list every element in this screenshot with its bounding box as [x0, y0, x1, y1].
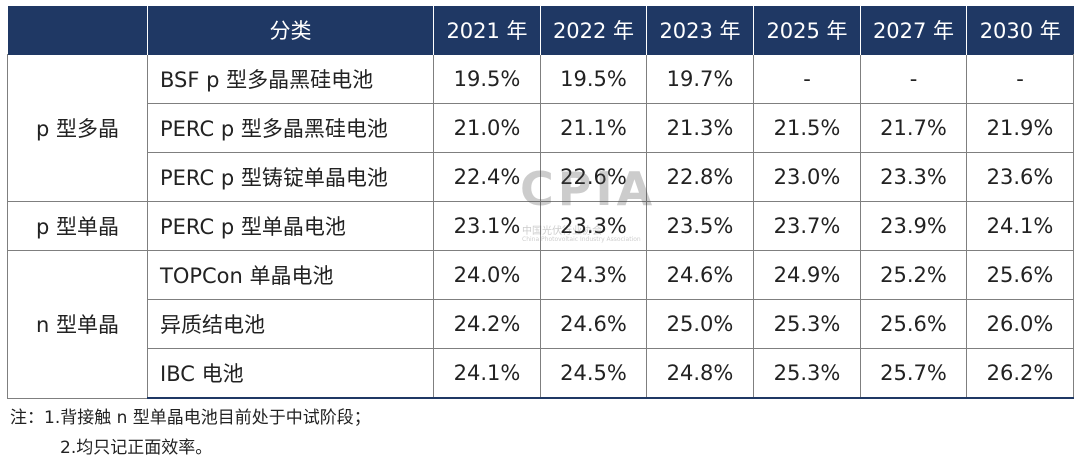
table-cell: 25.3%	[753, 299, 861, 349]
table-cell: 21.3%	[646, 103, 754, 153]
table-cell: 24.6%	[540, 299, 647, 349]
header-year: 2021 年	[433, 6, 541, 55]
table-cell: 19.5%	[540, 54, 647, 104]
table-cell: 25.3%	[753, 348, 861, 399]
table-header-row: 分类 2021 年 2022 年 2023 年 2025 年 2027 年 20…	[7, 6, 1074, 55]
table-cell: 19.7%	[646, 54, 754, 104]
table-cell: 22.6%	[540, 152, 647, 202]
table-cell: 24.3%	[540, 250, 647, 300]
table-cell: 21.9%	[966, 103, 1074, 153]
table-cell: -	[753, 54, 861, 104]
table-cell: 23.1%	[433, 201, 541, 251]
header-year: 2025 年	[753, 6, 861, 55]
table-row: PERC p 型多晶黑硅电池 21.0% 21.1% 21.3% 21.5% 2…	[8, 103, 1074, 153]
table-cell: 24.1%	[966, 201, 1074, 251]
cell-type-name: PERC p 型单晶电池	[147, 201, 434, 251]
table-cell: 23.5%	[646, 201, 754, 251]
table-cell: -	[966, 54, 1074, 104]
table-cell: 23.9%	[860, 201, 967, 251]
table-cell: 25.6%	[860, 299, 967, 349]
table-cell: 21.7%	[860, 103, 967, 153]
table-cell: 19.5%	[433, 54, 541, 104]
cell-type-name: PERC p 型铸锭单晶电池	[147, 152, 434, 202]
cell-type-name: PERC p 型多晶黑硅电池	[147, 103, 434, 153]
header-blank-cell	[7, 6, 148, 55]
note-line: 2.均只记正面效率。	[60, 438, 213, 458]
table-cell: 25.0%	[646, 299, 754, 349]
table-cell: 26.2%	[966, 348, 1074, 399]
table-cell: 25.7%	[860, 348, 967, 399]
table-cell: 24.0%	[433, 250, 541, 300]
header-year: 2022 年	[540, 6, 647, 55]
table-cell: 24.8%	[646, 348, 754, 399]
cell-type-name: IBC 电池	[147, 348, 434, 399]
header-year: 2027 年	[860, 6, 967, 55]
header-year: 2030 年	[966, 6, 1074, 55]
table-cell: 24.2%	[433, 299, 541, 349]
table-row: 异质结电池 24.2% 24.6% 25.0% 25.3% 25.6% 26.0…	[8, 299, 1074, 349]
table-cell: 24.6%	[646, 250, 754, 300]
group-label: p 型多晶	[7, 54, 148, 202]
table-notes: 注：1.背接触 n 型单晶电池目前处于中试阶段； 2.均只记正面效率。	[10, 403, 371, 463]
table-row: p 型多晶 BSF p 型多晶黑硅电池 19.5% 19.5% 19.7% - …	[7, 54, 1074, 202]
table-cell: 22.4%	[433, 152, 541, 202]
table-row: p 型单晶 PERC p 型单晶电池 23.1% 23.3% 23.5% 23.…	[7, 201, 1074, 251]
group-label: p 型单晶	[7, 201, 148, 251]
table-cell: -	[860, 54, 967, 104]
header-category: 分类	[147, 6, 434, 55]
note-line: 注：1.背接触 n 型单晶电池目前处于中试阶段；	[10, 408, 371, 428]
table-cell: 23.3%	[860, 152, 967, 202]
table-row: IBC 电池 24.1% 24.5% 24.8% 25.3% 25.7% 26.…	[8, 348, 1074, 399]
cell-type-name: TOPCon 单晶电池	[147, 250, 434, 300]
efficiency-table: 分类 2021 年 2022 年 2023 年 2025 年 2027 年 20…	[7, 6, 1074, 399]
table-cell: 23.6%	[966, 152, 1074, 202]
cell-type-name: 异质结电池	[147, 299, 434, 349]
group-label: n 型单晶	[7, 250, 148, 399]
table-cell: 21.5%	[753, 103, 861, 153]
table-cell: 23.7%	[753, 201, 861, 251]
table-cell: 26.0%	[966, 299, 1074, 349]
table-cell: 25.6%	[966, 250, 1074, 300]
table-cell: 25.2%	[860, 250, 967, 300]
table-cell: 21.0%	[433, 103, 541, 153]
table-row: PERC p 型铸锭单晶电池 22.4% 22.6% 22.8% 23.0% 2…	[8, 152, 1074, 202]
table-cell: 21.1%	[540, 103, 647, 153]
table-cell: 22.8%	[646, 152, 754, 202]
table-cell: 24.1%	[433, 348, 541, 399]
cell-type-name: BSF p 型多晶黑硅电池	[147, 54, 434, 104]
table-cell: 24.5%	[540, 348, 647, 399]
table-cell: 23.3%	[540, 201, 647, 251]
table-cell: 23.0%	[753, 152, 861, 202]
table-cell: 24.9%	[753, 250, 861, 300]
table-row: n 型单晶 TOPCon 单晶电池 24.0% 24.3% 24.6% 24.9…	[7, 250, 1074, 399]
header-year: 2023 年	[646, 6, 754, 55]
